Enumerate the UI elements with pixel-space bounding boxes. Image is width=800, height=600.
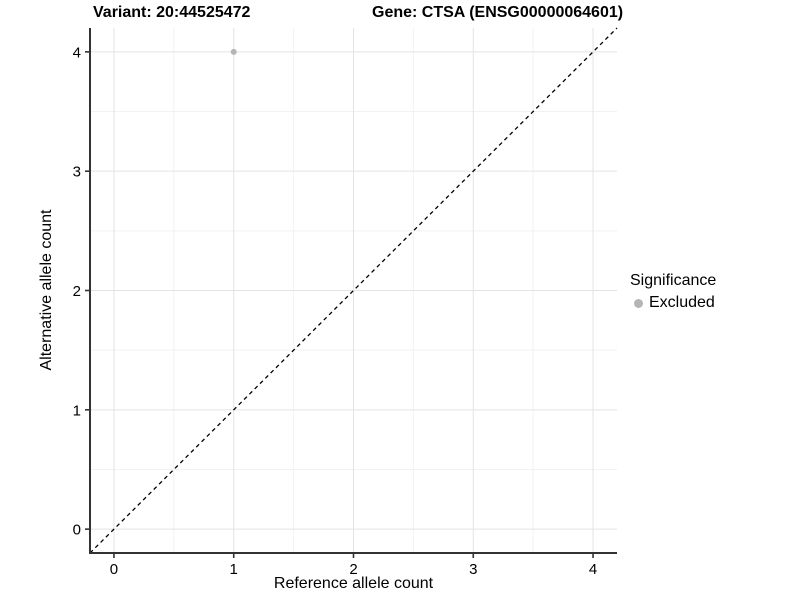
legend-title: Significance xyxy=(630,272,717,289)
y-axis-title: Alternative allele count xyxy=(38,209,55,371)
legend-entry-label: Excluded xyxy=(649,294,715,311)
y-tick-label: 2 xyxy=(73,283,81,300)
legend: Significance Excluded xyxy=(630,271,716,312)
y-tick-label: 0 xyxy=(73,522,81,539)
x-tick-label: 3 xyxy=(469,561,477,578)
plot-title-variant: Variant: 20:44525472 xyxy=(93,4,251,21)
y-tick-label: 1 xyxy=(73,402,81,419)
x-tick-label: 0 xyxy=(110,561,118,578)
legend-point-icon xyxy=(634,298,643,308)
x-tick-label: 2 xyxy=(349,561,357,578)
plot-title-gene: Gene: CTSA (ENSG00000064601) xyxy=(372,4,624,21)
x-tick-label: 1 xyxy=(230,561,238,578)
y-tick-label: 4 xyxy=(73,44,81,61)
identity-reference-line xyxy=(89,27,618,554)
y-tick-label: 3 xyxy=(73,164,81,181)
x-tick-label: 4 xyxy=(589,561,597,578)
x-axis-title: Reference allele count xyxy=(273,575,434,592)
data-point xyxy=(230,48,237,55)
legend-entry-excluded: Excluded xyxy=(630,294,716,312)
